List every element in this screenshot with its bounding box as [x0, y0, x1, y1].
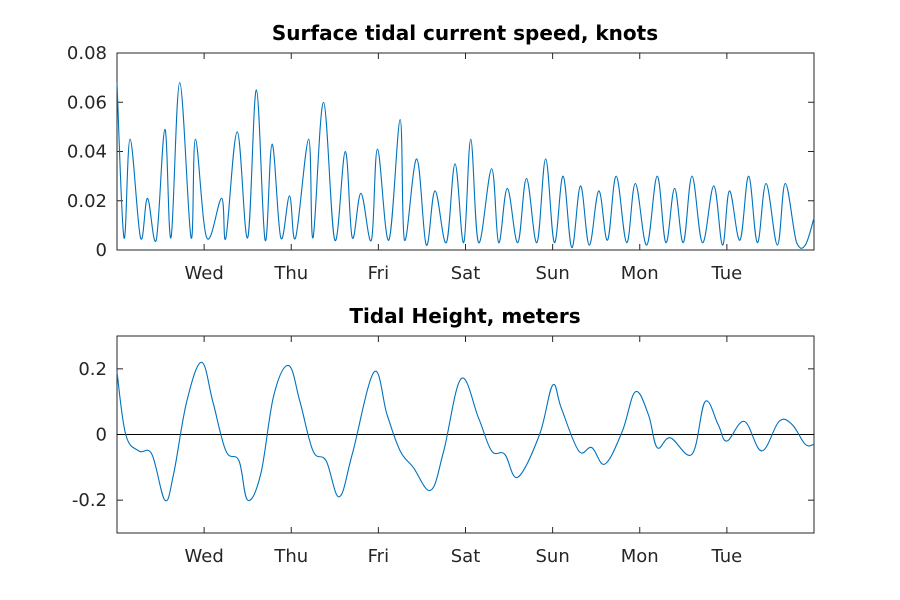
current-speed-y-tick-label: 0.02: [67, 191, 107, 212]
current-speed-x-tick-label: Sun: [536, 263, 570, 284]
current-speed-series-line: [116, 82, 815, 249]
current-speed-y-tick-label: 0.06: [67, 92, 107, 113]
tidal-height-y-tick-label: 0.2: [78, 359, 107, 380]
current-speed-x-tick-label: Mon: [621, 263, 659, 284]
tidal-height-x-tick-label: Sun: [536, 546, 570, 567]
current-speed-y-tick-label: 0: [96, 240, 107, 261]
current-speed-x-tick-label: Thu: [273, 263, 308, 284]
current-speed-plot-area: [116, 82, 815, 249]
tidal-height-x-tick-label: Tue: [711, 546, 743, 567]
current-speed-x-tick-label: Sat: [451, 263, 481, 284]
tidal-height-x-tick-label: Wed: [185, 546, 224, 567]
tidal-height-title: Tidal Height, meters: [349, 304, 580, 328]
tidal-height-series-line: [116, 361, 815, 502]
tidal-height-y-tick-label: 0: [96, 425, 107, 446]
tidal-height-x-tick-label: Fri: [368, 546, 389, 567]
tidal-height-y-tick-label: -0.2: [72, 490, 107, 511]
current-speed-y-tick-labels: 0 0.02 0.04 0.06 0.08: [67, 43, 107, 261]
current-speed-title: Surface tidal current speed, knots: [272, 21, 658, 45]
tidal-height-x-tick-labels: Wed Thu Fri Sat Sun Mon Tue: [185, 546, 743, 567]
current-speed-panel: Surface tidal current speed, knots Wed Th…: [67, 21, 815, 284]
tidal-height-y-tick-labels: -0.2 0 0.2: [72, 359, 107, 511]
current-speed-x-tick-label: Tue: [711, 263, 743, 284]
tidal-height-x-tick-label: Thu: [273, 546, 308, 567]
current-speed-y-tick-label: 0.04: [67, 142, 107, 163]
tidal-height-x-tick-label: Sat: [451, 546, 481, 567]
tidal-height-panel: Tidal Height, meters Wed Thu Fri Sat Sun Mon T…: [72, 304, 815, 567]
tidal-height-x-tick-label: Mon: [621, 546, 659, 567]
current-speed-ticks: [117, 52, 814, 251]
tidal-height-plot-area: [116, 361, 815, 502]
current-speed-x-tick-labels: Wed Thu Fri Sat Sun Mon Tue: [185, 263, 743, 284]
current-speed-y-tick-label: 0.08: [67, 43, 107, 64]
current-speed-x-tick-label: Wed: [185, 263, 224, 284]
current-speed-x-tick-label: Fri: [368, 263, 389, 284]
